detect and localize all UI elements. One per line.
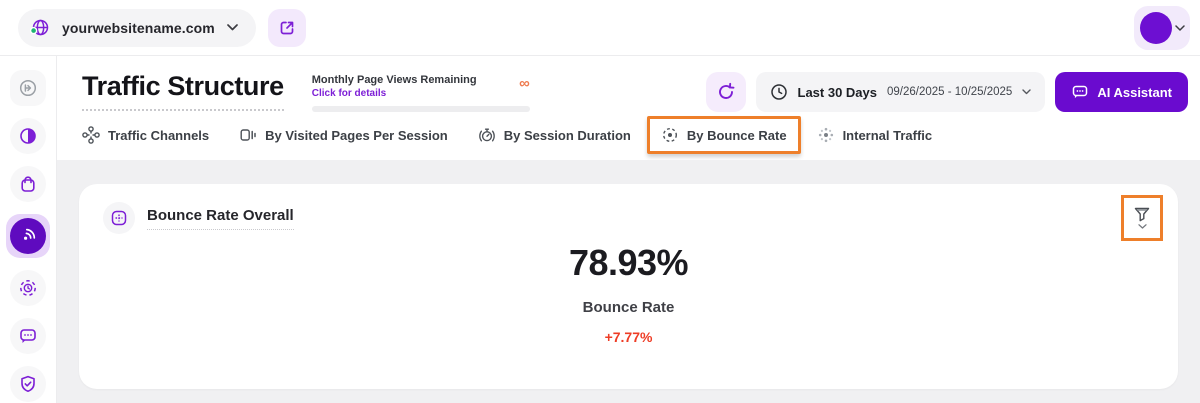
- pie-chart-icon: [18, 126, 38, 146]
- tab-label: Traffic Channels: [108, 127, 210, 143]
- quota-details-link[interactable]: Click for details: [311, 87, 387, 99]
- open-site-button[interactable]: [267, 8, 306, 47]
- pageviews-quota: Monthly Page Views Remaining Click for d…: [311, 72, 530, 112]
- chevron-down-icon: [1174, 24, 1185, 31]
- avatar: [1139, 11, 1172, 44]
- traffic-structure-icon: [10, 218, 46, 254]
- tab-traffic-channels[interactable]: Traffic Channels: [82, 126, 209, 144]
- tab-by-session-duration[interactable]: By Session Duration: [478, 126, 631, 144]
- tab-label: Internal Traffic: [842, 127, 933, 143]
- refresh-icon: [716, 82, 736, 102]
- dashed-clock-icon: [18, 278, 38, 298]
- bounce-rate-value: 78.93%: [568, 242, 689, 283]
- quota-progress-bar: [311, 105, 530, 112]
- site-name: yourwebsitename.com: [62, 19, 215, 36]
- date-range-picker[interactable]: Last 30 Days 09/26/2025 - 10/25/2025: [755, 72, 1046, 112]
- sidebar-toggle[interactable]: [10, 70, 46, 106]
- bounce-rate-label: Bounce Rate: [582, 299, 675, 316]
- external-link-icon: [278, 19, 296, 37]
- share-nodes-icon: [82, 126, 100, 144]
- chevron-down-icon: [226, 24, 238, 31]
- card-title: Bounce Rate Overall: [147, 207, 294, 230]
- range-dates: 09/26/2025 - 10/25/2025: [887, 86, 1013, 98]
- globe-icon: [30, 18, 50, 38]
- dashed-target-icon: [661, 126, 679, 144]
- user-menu[interactable]: [1134, 5, 1190, 50]
- clock-icon: [770, 83, 788, 101]
- bounce-rate-card: Bounce Rate Overall 78.93% Bounce Rate +…: [79, 184, 1178, 389]
- site-selector[interactable]: yourwebsitename.com: [18, 8, 256, 47]
- tab-label: By Bounce Rate: [686, 127, 787, 143]
- page-title: Traffic Structure: [82, 71, 284, 111]
- page-header: Traffic Structure Monthly Page Views Rem…: [57, 56, 1200, 116]
- tab-label: By Visited Pages Per Session: [265, 127, 448, 143]
- refresh-button[interactable]: [705, 72, 746, 112]
- ai-assistant-label: AI Assistant: [1097, 84, 1172, 100]
- sidebar-item-ecommerce[interactable]: [10, 166, 46, 202]
- top-bar: yourwebsitename.com: [0, 0, 1200, 56]
- tab-internal-traffic[interactable]: Internal Traffic: [817, 126, 933, 144]
- chat-bubble-icon: [18, 326, 38, 346]
- tab-by-visited-pages[interactable]: By Visited Pages Per Session: [239, 126, 448, 144]
- sidebar-nav: [0, 56, 57, 403]
- ai-assistant-button[interactable]: AI Assistant: [1055, 72, 1188, 112]
- sidebar-item-sessions[interactable]: [10, 270, 46, 306]
- funnel-icon: [1134, 207, 1150, 222]
- infinity-value: ∞: [519, 75, 530, 92]
- bounce-rate-delta: +7.77%: [604, 329, 653, 345]
- tab-by-bounce-rate[interactable]: By Bounce Rate: [646, 116, 801, 154]
- sidebar-item-dashboard[interactable]: [10, 118, 46, 154]
- sidebar-item-traffic-structure[interactable]: [6, 214, 50, 258]
- sidebar-item-messages[interactable]: [10, 318, 46, 354]
- chat-icon: [1071, 83, 1089, 101]
- quota-label: Monthly Page Views Remaining: [311, 74, 477, 86]
- range-preset: Last 30 Days: [797, 84, 878, 100]
- chevron-down-icon: [1137, 224, 1147, 229]
- shield-check-icon: [18, 374, 38, 394]
- dotted-burst-icon: [817, 126, 835, 144]
- chevron-down-icon: [1022, 89, 1032, 95]
- pages-bars-icon: [239, 126, 257, 144]
- shopping-bag-icon: [18, 174, 38, 194]
- tab-label: By Session Duration: [503, 127, 631, 143]
- stopwatch-icon: [478, 126, 496, 144]
- filter-button[interactable]: [1121, 195, 1163, 241]
- sidebar-item-security[interactable]: [10, 366, 46, 402]
- widget-icon-circle: [103, 202, 135, 234]
- content-area: Bounce Rate Overall 78.93% Bounce Rate +…: [57, 160, 1200, 403]
- report-tabs: Traffic Channels By Visited Pages Per Se…: [57, 116, 1200, 160]
- expand-arrow-icon: [18, 78, 38, 98]
